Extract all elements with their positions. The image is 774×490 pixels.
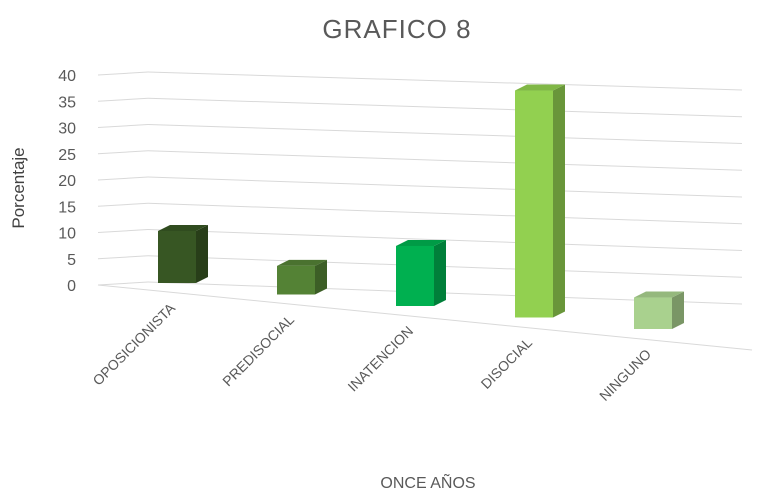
bar-side — [672, 291, 684, 329]
gridline-side — [97, 97, 149, 102]
y-tick-label: 5 — [67, 252, 76, 269]
bar-top — [515, 84, 565, 91]
bar-side — [315, 259, 327, 295]
gridline — [147, 97, 743, 118]
gridline-side — [97, 176, 149, 181]
chart-title: GRAFICO 8 — [322, 14, 471, 44]
bar-predisocial — [277, 259, 327, 295]
bar-top — [277, 259, 327, 266]
bar-top — [396, 239, 446, 246]
x-tick-label: INATENCION — [344, 323, 416, 395]
x-tick-label: NINGUNO — [596, 346, 654, 404]
gridline-side — [97, 229, 149, 233]
gridline — [147, 150, 743, 171]
x-axis-label: ONCE AÑOS — [380, 472, 475, 490]
gridline — [147, 124, 743, 144]
x-tick-label: OPOSICIONISTA — [89, 299, 178, 388]
y-tick-label: 30 — [58, 121, 76, 138]
y-axis-ticks: 0 5 10 15 20 25 30 35 40 — [58, 68, 76, 295]
bar-front — [277, 265, 315, 295]
bar-inatencion — [396, 239, 446, 306]
gridline — [147, 71, 743, 91]
x-tick-label: PREDISOCIAL — [219, 311, 297, 389]
bar-top — [634, 291, 684, 298]
bar-front — [396, 245, 434, 306]
x-tick-label: DISOCIAL — [478, 334, 536, 392]
y-tick-label: 40 — [58, 68, 76, 85]
gridline-side — [97, 124, 149, 128]
gridline — [147, 176, 743, 198]
bar-disocial — [515, 84, 565, 318]
gridline-side — [97, 281, 149, 286]
gridline-side — [97, 202, 149, 207]
gridline-side — [97, 150, 149, 155]
floor-edge — [97, 284, 753, 351]
y-tick-label: 0 — [67, 278, 76, 295]
bar-front — [515, 90, 553, 318]
bars — [158, 84, 684, 329]
y-axis-label: Porcentaje — [9, 147, 28, 228]
x-axis-ticks: OPOSICIONISTA PREDISOCIAL INATENCION DISOCI… — [89, 299, 654, 404]
y-tick-label: 10 — [58, 226, 76, 243]
bar-side — [434, 239, 446, 306]
bar-front — [634, 297, 672, 329]
bar-front — [158, 231, 196, 283]
bar-side — [553, 84, 565, 318]
y-tick-label: 20 — [58, 173, 76, 190]
gridline-side — [97, 71, 149, 76]
bar-oposicionista — [158, 225, 208, 283]
bar-ninguno — [634, 291, 684, 329]
bar-side — [196, 225, 208, 283]
gridline-side — [97, 255, 149, 260]
y-tick-label: 35 — [58, 94, 76, 111]
bar-top — [158, 225, 208, 231]
y-tick-label: 25 — [58, 147, 76, 164]
gridline — [147, 202, 743, 225]
y-tick-label: 15 — [58, 199, 76, 216]
